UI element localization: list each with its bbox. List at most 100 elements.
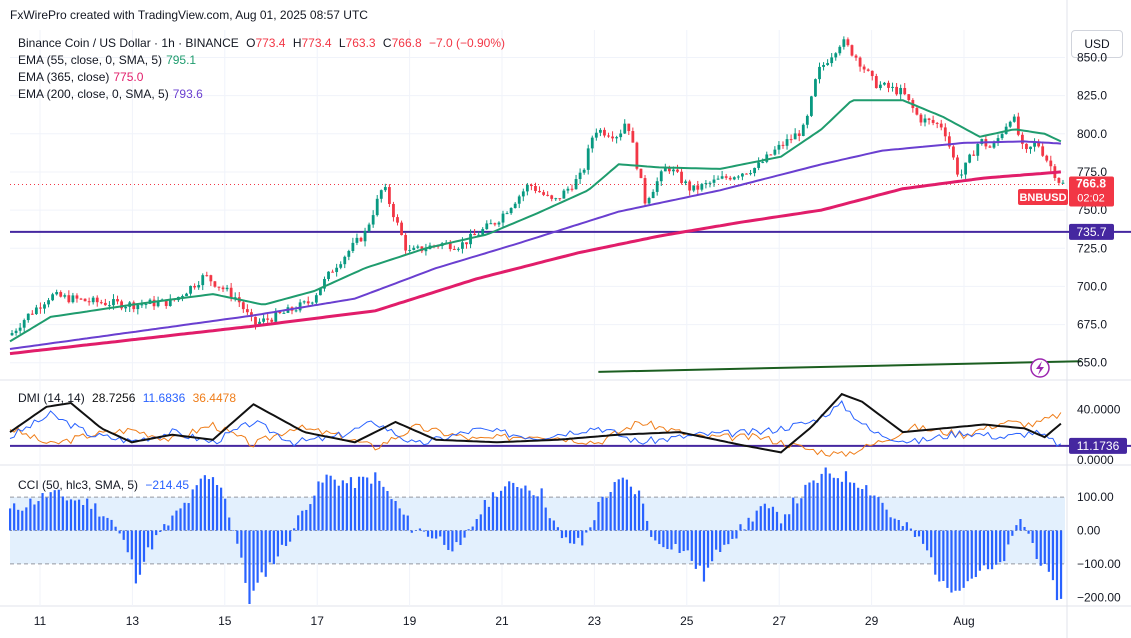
cci-bar: [394, 500, 397, 531]
x-tick-label: 17: [311, 614, 325, 628]
cci-bar: [560, 530, 564, 539]
price-tick-label: 700.0: [1077, 279, 1107, 293]
candle-body: [716, 178, 720, 180]
cci-bar: [532, 495, 535, 531]
cci-bar: [970, 530, 973, 579]
cci-bar: [978, 530, 981, 571]
cci-tick-label: 100.00: [1077, 490, 1114, 504]
candle-body: [99, 302, 103, 304]
cci-bar: [240, 530, 243, 558]
cci-bar: [98, 516, 101, 531]
cci-bar: [552, 520, 555, 531]
cci-bar: [475, 519, 478, 531]
countdown-badge: 02:02: [1077, 192, 1105, 204]
cci-bar: [317, 481, 320, 531]
candle-body: [156, 301, 160, 307]
candle-body: [598, 129, 602, 133]
candle-body: [586, 148, 590, 170]
cci-bar: [637, 490, 641, 531]
cci-bar: [548, 518, 551, 531]
candle-body: [400, 222, 403, 236]
dmi-legend[interactable]: DMI (14, 14) 28.7256 11.6836 36.4478: [18, 391, 236, 405]
candle-body: [651, 191, 655, 199]
cci-bar: [102, 516, 105, 531]
candle-body: [667, 167, 671, 172]
cci-bar: [528, 490, 531, 531]
ema55-legend[interactable]: EMA (55, close, 0, SMA, 5) 795.1: [18, 53, 197, 67]
cci-bar: [816, 482, 819, 531]
candle-body: [542, 192, 545, 195]
candle-body: [635, 142, 639, 169]
cci-bar: [49, 492, 52, 531]
cci-bar: [21, 510, 24, 531]
x-tick-label: Aug: [953, 614, 974, 628]
cci-bar: [471, 526, 474, 531]
cci-bar: [487, 506, 491, 531]
symbol-name: Binance Coin / US Dollar · 1h · BINANCE: [18, 36, 239, 50]
dmi-tick-label: 0.0000: [1077, 453, 1114, 467]
candle-body: [732, 177, 736, 180]
candle-body: [254, 316, 257, 325]
overlay-lines: [10, 183, 1131, 447]
candle-body: [988, 146, 992, 148]
cci-bar: [1023, 526, 1026, 531]
cci-bar: [406, 515, 409, 531]
candle-body: [749, 173, 752, 175]
candle-body: [152, 299, 156, 307]
ema200-legend[interactable]: EMA (200, close, 0, SMA, 5) 793.6: [18, 87, 203, 101]
ticker-badge: BNBUSD: [1019, 192, 1066, 204]
cci-histogram: [9, 467, 1063, 604]
cci-bar: [301, 510, 304, 531]
cci-bar: [134, 530, 137, 584]
ema365-legend[interactable]: EMA (365, close) 775.0: [18, 70, 144, 84]
candle-body: [278, 311, 282, 314]
cci-bar: [808, 482, 811, 531]
candle-body: [416, 246, 420, 248]
cci-bar: [706, 530, 710, 568]
cci-bar: [889, 517, 892, 531]
candle-body: [704, 183, 708, 185]
candle-body: [168, 298, 172, 306]
candle-body: [684, 181, 688, 184]
symbol-legend[interactable]: Binance Coin / US Dollar · 1h · BINANCE …: [18, 36, 506, 50]
candle-body: [781, 144, 785, 146]
cci-bar: [686, 530, 689, 551]
cci-bar: [422, 530, 426, 532]
cci-bar: [386, 491, 389, 531]
cci-bar: [499, 490, 503, 531]
credit-line: FxWirePro created with TradingView.com, …: [10, 8, 368, 22]
cci-value: −214.45: [145, 478, 190, 492]
cci-bar: [848, 482, 852, 531]
cci-bar: [934, 530, 937, 575]
cci-bar: [159, 530, 162, 532]
cci-bar: [905, 522, 908, 531]
candle-body: [688, 181, 692, 191]
price-tick-label: 825.0: [1077, 89, 1107, 103]
cci-bar: [751, 521, 754, 531]
cci-bar: [694, 530, 697, 569]
candle-body: [233, 297, 237, 299]
cci-bar: [130, 530, 133, 560]
price-tick-label: 675.0: [1077, 318, 1107, 332]
ema55-value: 795.1: [166, 53, 197, 67]
cci-bar: [1059, 530, 1063, 599]
candle-body: [631, 131, 635, 143]
cci-bar: [418, 528, 422, 531]
cci-legend[interactable]: CCI (50, hlc3, SMA, 5) −214.45: [18, 478, 190, 492]
cci-bar: [508, 481, 511, 531]
candle-body: [1037, 142, 1041, 147]
candle-body: [534, 186, 537, 191]
candle-body: [331, 271, 334, 273]
candle-body: [298, 302, 302, 311]
candle-body: [976, 143, 980, 156]
candle-body: [371, 215, 375, 225]
cci-bar: [17, 509, 20, 531]
currency-button[interactable]: USD: [1071, 30, 1123, 58]
cci-bar: [1019, 519, 1022, 531]
candle-body: [1029, 146, 1032, 150]
cci-bar: [690, 530, 693, 561]
candle-body: [607, 135, 610, 137]
cci-bar: [248, 530, 251, 604]
level-badge-bg: [1069, 223, 1114, 240]
